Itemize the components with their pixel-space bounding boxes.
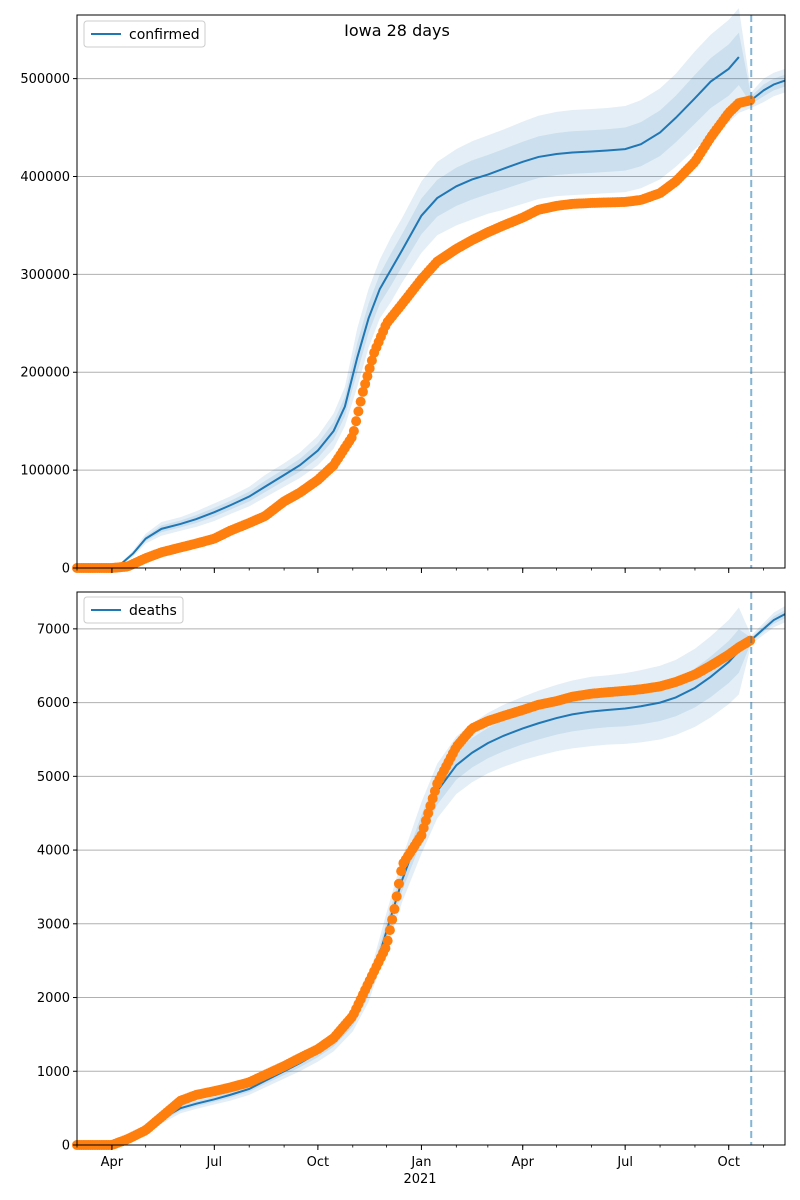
- y-tick-label: 7000: [37, 622, 70, 637]
- y-tick-label: 4000: [37, 844, 70, 859]
- y-tick-label: 6000: [37, 696, 70, 711]
- model-forecast-line: [750, 79, 786, 101]
- observed-point: [391, 891, 402, 902]
- observed-point: [396, 866, 407, 877]
- confirmed-observed-points: [72, 95, 756, 573]
- y-tick-label: 0: [62, 562, 70, 577]
- confirmed-legend: confirmed: [83, 20, 206, 48]
- legend-box: [83, 596, 184, 624]
- confirmed-y-ticks: 0 100000 200000 300000 400000 500000: [20, 72, 77, 577]
- x-tick-label: Jan: [410, 1155, 431, 1170]
- observed-point: [353, 406, 364, 417]
- observed-point: [382, 935, 393, 946]
- observed-point: [384, 925, 395, 936]
- observed-point: [380, 943, 391, 954]
- observed-point: [364, 363, 375, 374]
- y-tick-label: 0: [62, 1139, 70, 1154]
- confirmed-model-line: [77, 56, 786, 569]
- legend-label-confirmed: confirmed: [129, 27, 200, 43]
- uncertainty-band: [77, 32, 785, 569]
- observed-point: [387, 914, 398, 925]
- confirmed-axes: [76, 14, 786, 569]
- observed-point: [745, 95, 756, 106]
- deaths-legend: deaths: [83, 596, 184, 624]
- x-tick-label: Jul: [205, 1155, 222, 1170]
- observed-point: [389, 904, 400, 915]
- confirmed-panel: 0 100000 200000 300000 400000 500000 Iowa 28 …: [20, 8, 786, 577]
- deaths-axes: [76, 591, 786, 1146]
- y-tick-label: 1000: [37, 1065, 70, 1080]
- x-tick-label: Jul: [616, 1155, 633, 1170]
- observed-point: [745, 635, 756, 646]
- y-tick-label: 500000: [20, 72, 70, 87]
- chart-title: Iowa 28 days: [344, 21, 450, 40]
- deaths-gridlines: [77, 628, 785, 1146]
- deaths-y-ticks: 0 1000 2000 3000 4000 5000 6000 7000: [37, 622, 77, 1154]
- deaths-panel: 0 1000 2000 3000 4000 5000 6000 7000 Apr Jul Oct J…: [37, 591, 786, 1187]
- x-tick-label: Apr: [511, 1155, 534, 1170]
- observed-point: [360, 378, 371, 389]
- legend-box: [83, 20, 206, 48]
- observed-point: [357, 386, 368, 397]
- y-tick-label: 300000: [20, 268, 70, 283]
- observed-point: [351, 416, 362, 427]
- axes-frame: [76, 591, 786, 1146]
- y-tick-label: 5000: [37, 770, 70, 785]
- observed-point: [393, 878, 404, 889]
- axes-frame: [76, 14, 786, 569]
- uncertainty-band: [77, 606, 785, 1145]
- confirmed-uncertainty-bands: [77, 8, 785, 569]
- observed-point: [348, 425, 359, 436]
- x-tick-label: Oct: [307, 1155, 329, 1170]
- x-tick-label: Apr: [101, 1155, 124, 1170]
- observed-point: [366, 355, 377, 366]
- x-tick-label: Oct: [717, 1155, 739, 1170]
- observed-point: [355, 396, 366, 407]
- deaths-x-ticks: Apr Jul Oct Jan Apr Jul Oct: [76, 1145, 765, 1170]
- y-tick-label: 400000: [20, 170, 70, 185]
- y-tick-label: 200000: [20, 366, 70, 381]
- legend-label-deaths: deaths: [129, 603, 177, 619]
- uncertainty-band: [77, 8, 785, 568]
- observed-point: [362, 371, 373, 382]
- x-year-label: 2021: [403, 1172, 436, 1187]
- model-line: [77, 56, 740, 569]
- model-forecast-line: [750, 613, 786, 641]
- y-tick-label: 2000: [37, 991, 70, 1006]
- y-tick-label: 100000: [20, 464, 70, 479]
- y-tick-label: 3000: [37, 917, 70, 932]
- confirmed-x-ticks: [76, 568, 765, 573]
